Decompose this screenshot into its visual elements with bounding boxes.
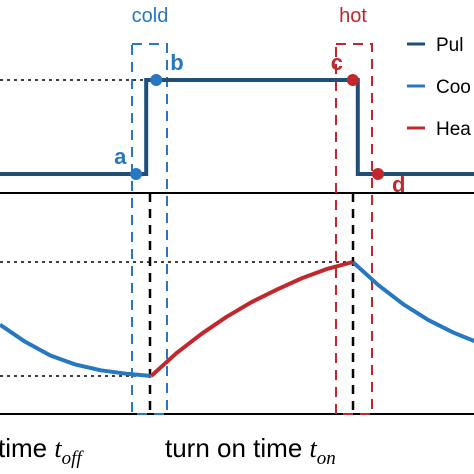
point-label-b: b	[170, 50, 183, 75]
point-label-a: a	[114, 144, 127, 169]
x-label-off: time toff	[0, 433, 84, 469]
cooling-curve-segment-0	[0, 323, 152, 378]
state-points: a b c d	[114, 50, 405, 197]
pulse-series-line	[0, 78, 474, 176]
x-label-on-sub: on	[317, 448, 336, 469]
point-c	[346, 74, 359, 86]
hot-label: hot	[339, 5, 367, 27]
x-label-on-symbol: t	[310, 434, 318, 463]
cold-label: cold	[132, 5, 169, 27]
x-label-off-sub: off	[62, 448, 85, 469]
x-label-off-symbol: t	[54, 434, 62, 463]
hot-highlight-box	[335, 43, 373, 415]
point-label-c: c	[331, 50, 343, 75]
point-a	[130, 168, 143, 180]
legend-cooling-label: Coo	[436, 77, 471, 98]
x-label-on: turn on time ton	[165, 433, 336, 469]
point-b	[150, 74, 163, 86]
cooling-curve-segment-1	[351, 260, 474, 344]
legend-pulse-label: Pul	[436, 35, 463, 56]
x-label-off-text: time	[0, 433, 54, 463]
point-label-d: d	[392, 172, 405, 197]
heating-curve-segment-0	[149, 260, 354, 378]
legend: Pul Coo Hea	[407, 35, 471, 140]
temperature-curves	[0, 260, 474, 378]
x-label-on-text: turn on time	[165, 433, 310, 463]
legend-heating-label: Hea	[436, 119, 471, 140]
point-d	[372, 168, 384, 180]
cold-highlight-box	[131, 43, 168, 415]
